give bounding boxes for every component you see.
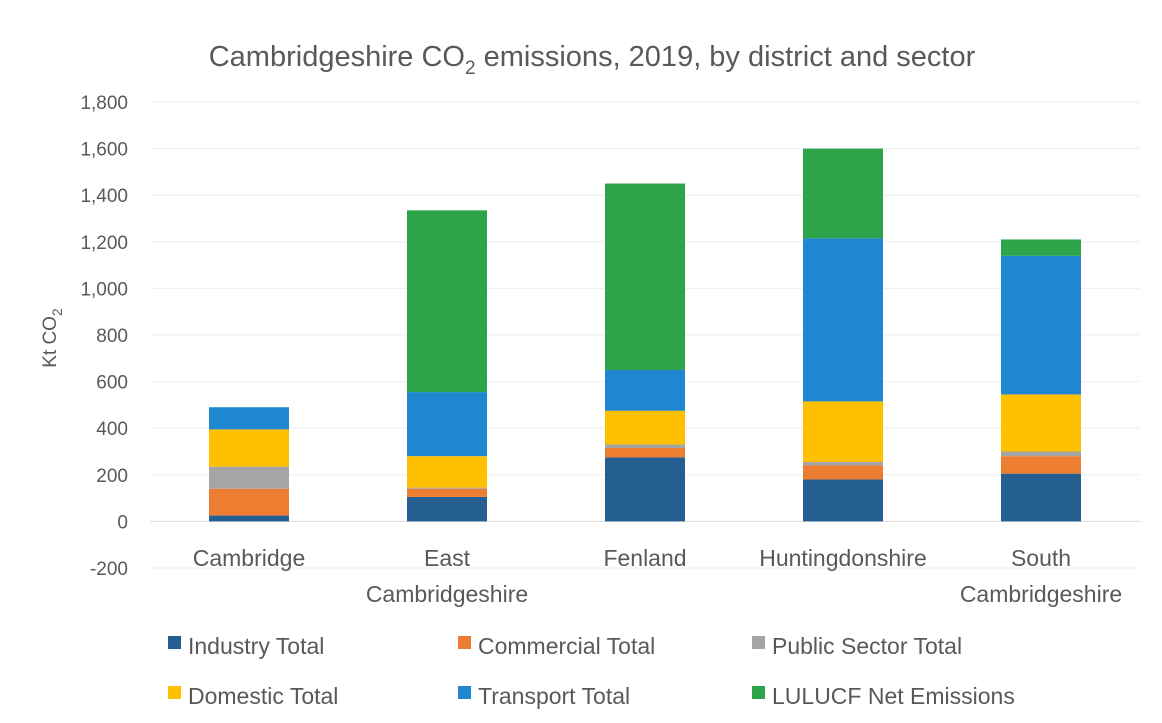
bar-segment [209,466,289,489]
y-axis-ticks: 1,800 1,600 1,400 1,200 1,000 800 600 400 200 0 -2… [80,93,128,580]
x-category-label: Cambridgeshire [366,581,528,607]
bar-segment [605,183,685,370]
legend-swatch [168,686,181,699]
x-axis-categories: Cambridge East Cambridgeshire Fenland Huntin… [193,545,1122,607]
bar-segment [1001,394,1081,452]
bar-segment [605,444,685,449]
x-category-label: Cambridgeshire [960,581,1122,607]
bar-segment [605,448,685,458]
bar-segment [407,487,487,489]
legend-swatch [458,636,471,649]
legend: Industry Total Commercial Total Public Sec… [168,633,1015,709]
bar-segment [407,392,487,457]
bar-segment [209,515,289,522]
bar-segment [803,461,883,466]
x-category-label: East [424,545,471,571]
bar-segment [407,496,487,522]
legend-label: Public Sector Total [772,633,962,659]
bar-segment [1001,255,1081,395]
bar-segment [1001,456,1081,474]
legend-item: Domestic Total [168,683,338,709]
bar-segment [803,401,883,462]
bar-segment [209,488,289,516]
legend-item: LULUCF Net Emissions [752,683,1015,709]
legend-swatch [752,636,765,649]
bar-segment [209,429,289,467]
y-tick-label: 1,800 [80,93,128,114]
x-category-label: South [1011,545,1071,571]
legend-swatch [752,686,765,699]
legend-swatch [458,686,471,699]
bar-segment [605,457,685,522]
legend-label: Domestic Total [188,683,338,709]
y-tick-label: 600 [96,373,128,394]
y-tick-label: 1,200 [80,233,128,254]
bars [209,148,1081,522]
y-tick-label: 200 [96,466,128,487]
bar-segment [803,238,883,402]
chart-title: Cambridgeshire CO2 emissions, 2019, by d… [209,41,976,79]
legend-item: Transport Total [458,683,630,709]
legend-swatch [168,636,181,649]
y-tick-label: 400 [96,419,128,440]
bar-segment [1001,451,1081,457]
x-category-label: Fenland [603,545,686,571]
x-category-label: Cambridge [193,545,306,571]
bar-segment [407,488,487,497]
legend-item: Industry Total [168,633,324,659]
bar-segment [1001,239,1081,256]
bar-segment [407,456,487,488]
y-tick-label: 1,000 [80,279,128,300]
bar-segment [1001,473,1081,522]
legend-label: Industry Total [188,633,324,659]
y-tick-label: 1,400 [80,186,128,207]
y-tick-label: -200 [90,559,128,580]
bar-segment [803,148,883,239]
legend-label: Commercial Total [478,633,655,659]
legend-label: LULUCF Net Emissions [772,683,1015,709]
bar-segment [605,410,685,445]
bar-segment [803,479,883,522]
bar-segment [803,465,883,480]
y-axis-label: Kt CO2 [40,308,65,368]
y-tick-label: 0 [117,512,128,533]
bar-segment [407,210,487,393]
legend-item: Public Sector Total [752,633,962,659]
y-tick-label: 1,600 [80,140,128,161]
legend-item: Commercial Total [458,633,655,659]
legend-label: Transport Total [478,683,630,709]
x-category-label: Huntingdonshire [759,545,927,571]
bar-segment [605,369,685,411]
y-tick-label: 800 [96,326,128,347]
bar-segment [209,407,289,430]
